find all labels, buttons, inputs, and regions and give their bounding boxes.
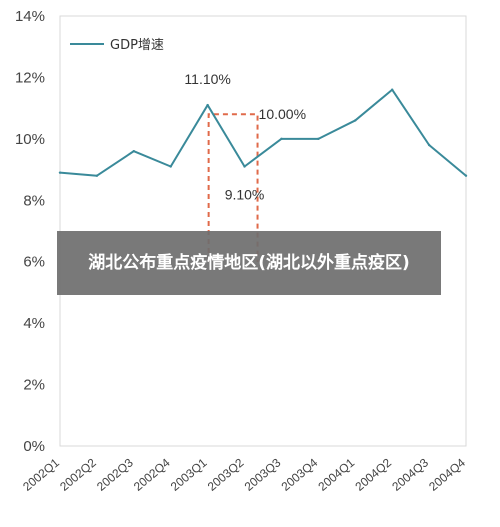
- y-tick-label: 6%: [23, 254, 45, 271]
- y-tick-label: 12%: [15, 69, 45, 86]
- data-point: [354, 119, 357, 122]
- annotation-label: 11.10%: [184, 71, 230, 87]
- annotation-label: 10.00%: [259, 106, 306, 122]
- x-axis-ticks: 2002Q12002Q22002Q32002Q42003Q12003Q22003…: [20, 455, 468, 493]
- data-point: [95, 174, 99, 177]
- data-point: [464, 174, 468, 177]
- x-tick-label: 2002Q1: [20, 455, 62, 493]
- y-tick-label: 8%: [23, 192, 45, 209]
- legend-label: GDP增速: [110, 38, 164, 53]
- data-point: [58, 171, 62, 174]
- y-tick-label: 2%: [23, 377, 45, 394]
- headline-title: 湖北公布重点疫情地区(湖北以外重点疫区): [88, 253, 410, 273]
- highlight-dashed-box: [207, 113, 259, 262]
- x-tick-label: 2002Q3: [94, 455, 136, 493]
- y-tick-label: 0%: [23, 438, 45, 455]
- data-point: [280, 137, 283, 141]
- x-tick-label: 2004Q4: [426, 455, 468, 493]
- y-tick-label: 14%: [15, 8, 45, 25]
- series-line: [59, 88, 467, 177]
- y-axis-ticks: 0% 2% 4% 6% 8% 10% 12% 14%: [15, 8, 45, 455]
- x-tick-label: 2003Q1: [168, 455, 210, 493]
- x-tick-label: 2004Q1: [315, 455, 357, 493]
- series-layer: [58, 88, 468, 177]
- data-point: [132, 149, 136, 153]
- x-tick-label: 2002Q2: [57, 455, 99, 493]
- x-tick-label: 2004Q3: [389, 455, 431, 493]
- data-point: [243, 165, 246, 168]
- annotation-label: 9.10%: [225, 187, 265, 203]
- x-tick-label: 2002Q4: [131, 455, 173, 493]
- data-point: [206, 103, 209, 107]
- headline-banner: 湖北公布重点疫情地区(湖北以外重点疫区): [57, 231, 441, 295]
- data-point: [427, 143, 431, 147]
- data-point: [390, 88, 394, 91]
- data-point: [169, 165, 172, 168]
- legend: GDP增速: [70, 38, 164, 53]
- x-tick-label: 2003Q3: [242, 455, 284, 493]
- x-tick-label: 2003Q2: [205, 455, 247, 493]
- highlight-box: [207, 113, 259, 262]
- x-tick-label: 2004Q2: [352, 455, 394, 493]
- y-tick-label: 10%: [15, 131, 45, 148]
- annotations-layer: 11.10% 10.00% 9.10%: [184, 71, 306, 202]
- data-point: [317, 137, 320, 141]
- y-tick-label: 4%: [23, 315, 45, 332]
- x-tick-label: 2003Q4: [279, 455, 321, 493]
